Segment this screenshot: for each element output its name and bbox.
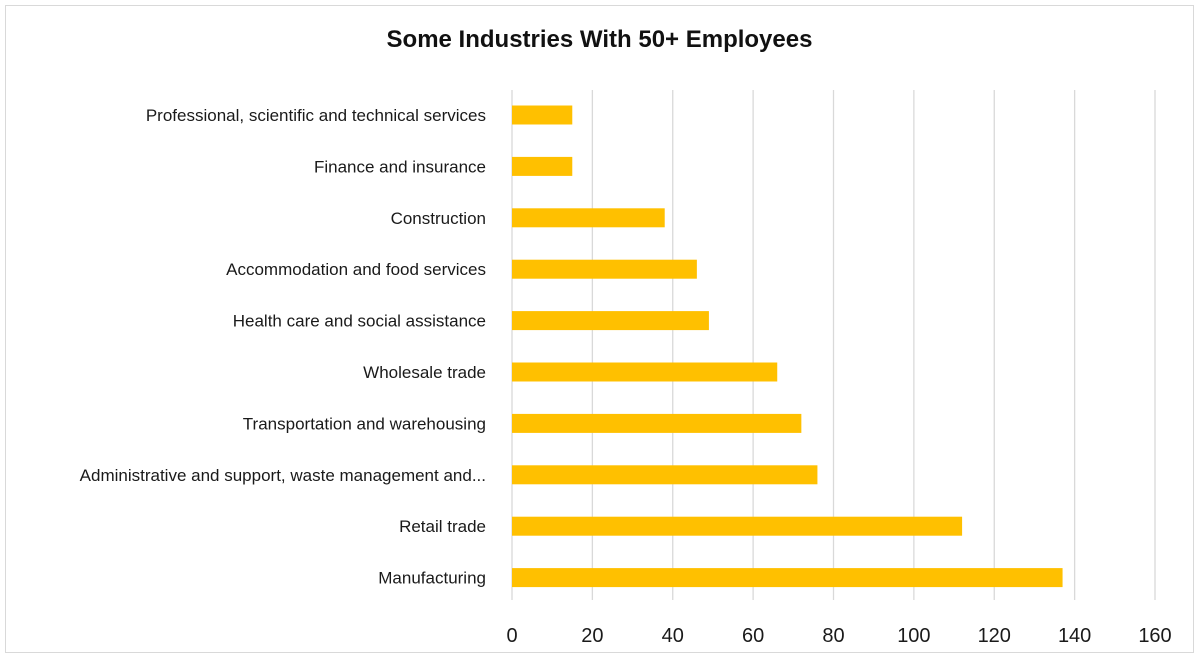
category-label: Accommodation and food services — [226, 260, 486, 279]
gridlines — [511, 90, 1156, 600]
x-tick-label: 20 — [581, 625, 603, 647]
x-tick-label: 160 — [1138, 625, 1171, 647]
category-label: Professional, scientific and technical s… — [146, 106, 486, 125]
bar — [512, 516, 963, 536]
category-label: Finance and insurance — [314, 157, 486, 176]
x-tick-label: 100 — [897, 625, 930, 647]
bar — [512, 208, 665, 228]
bars — [512, 105, 1063, 588]
x-axis-tick-labels: 0 20 40 60 80 100 120 140 160 — [506, 625, 1171, 647]
bar — [512, 259, 697, 279]
category-label: Retail trade — [399, 517, 486, 536]
bar — [512, 105, 573, 125]
bar — [512, 311, 709, 331]
x-tick-label: 120 — [978, 625, 1011, 647]
category-label: Transportation and warehousing — [243, 414, 486, 433]
category-label: Manufacturing — [378, 569, 486, 588]
bar — [512, 156, 573, 176]
chart-title: Some Industries With 50+ Employees — [386, 26, 813, 53]
x-tick-label: 140 — [1058, 625, 1091, 647]
x-tick-label: 0 — [506, 625, 517, 647]
x-tick-label: 80 — [822, 625, 844, 647]
x-tick-label: 60 — [742, 625, 764, 647]
category-label: Construction — [391, 209, 486, 228]
category-labels: Professional, scientific and technical s… — [80, 106, 486, 588]
category-label: Administrative and support, waste manage… — [80, 466, 486, 485]
bar — [512, 362, 778, 382]
bar — [512, 568, 1063, 588]
x-tick-label: 40 — [662, 625, 684, 647]
bar — [512, 413, 802, 433]
category-label: Health care and social assistance — [233, 312, 486, 331]
bar — [512, 465, 818, 485]
category-label: Wholesale trade — [363, 363, 486, 382]
